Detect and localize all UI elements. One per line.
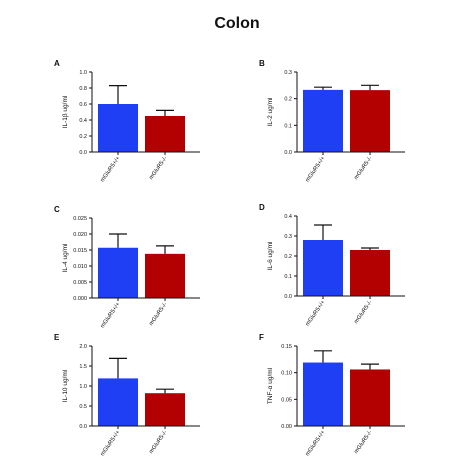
x-tick-label: mGluR5-/- [148,156,168,181]
x-tick-label: mGluR5-/- [148,430,168,455]
y-tick-label: 0.5 [79,404,87,410]
y-tick-label: 1.0 [79,70,87,76]
y-tick-label: 0.8 [79,86,87,92]
y-tick-label: 0.010 [73,264,87,270]
y-tick-label: 1.0 [79,384,87,390]
panel-label-a: A [54,59,60,68]
panel-b: B IL-2 ug/ml 0.0 0.1 0.2 0.3 mGluR5+/+ mGluR5-/… [259,59,405,183]
y-tick-label: 0.00 [281,424,292,430]
figure-title: Colon [214,15,260,32]
x-tick-label: mGluR5+/+ [305,155,327,183]
bar-ko [145,393,185,426]
y-tick-label: 1.5 [79,364,87,370]
x-tick-label: mGluR5-/- [353,300,373,325]
panel-label-b: B [259,59,265,68]
x-tick-label: mGluR5+/+ [100,429,122,457]
panel-d: D IL-6 ug/ml 0.0 0.1 0.2 0.3 0.4 mGluR5+/+ mGluR… [259,203,405,327]
x-tick-label: mGluR5-/- [353,430,373,455]
y-tick-label: 0.0 [79,424,87,430]
y-axis-label: IL-2 ug/ml [267,97,274,126]
y-tick-label: 0.4 [284,214,292,220]
panel-label-f: F [259,333,264,342]
y-tick-label: 0.2 [284,97,292,103]
y-tick-label: 0.1 [284,274,292,280]
panel-c: C IL-4 ug/ml 0.000 0.005 0.010 0.015 0.020 0.02… [54,205,200,329]
panel-a: A IL-1β ug/ml 0.0 0.2 0.4 0.6 0.8 1.0 mGluR5+/+ m… [54,59,200,183]
y-tick-label: 0.2 [79,134,87,140]
y-tick-label: 0.2 [284,254,292,260]
y-tick-label: 2.0 [79,344,87,350]
y-tick-label: 0.10 [281,371,292,377]
y-tick-label: 0.3 [284,234,292,240]
y-axis-label: TNF-α ug/ml [267,367,274,404]
bar-wt [303,89,343,152]
bar-ko [145,116,185,152]
panel-f: F TNF-α ug/ml 0.00 0.05 0.10 0.15 mGluR5+/+ mGl… [259,333,405,457]
y-tick-label: 0.005 [73,280,87,286]
bar-wt [98,247,138,298]
y-tick-label: 0.015 [73,248,87,254]
panel-label-d: D [259,203,265,212]
y-tick-label: 0.020 [73,232,87,238]
bar-ko [350,369,390,426]
y-tick-label: 0.0 [284,294,292,300]
y-axis-label: IL-10 ug/ml [62,369,69,402]
panel-label-c: C [54,205,60,214]
bar-ko [350,90,390,152]
y-tick-label: 0.3 [284,70,292,76]
bar-wt [98,378,138,426]
bar-wt [98,104,138,152]
x-tick-label: mGluR5-/- [353,156,373,181]
y-tick-label: 0.4 [79,118,87,124]
bar-ko [145,253,185,298]
y-axis-label: IL-6 ug/ml [267,241,274,270]
y-tick-label: 0.05 [281,397,292,403]
y-tick-label: 0.0 [284,150,292,156]
y-tick-label: 0.1 [284,123,292,129]
y-axis-label: IL-4 ug/ml [62,243,69,272]
bar-wt [303,240,343,296]
x-tick-label: mGluR5+/+ [100,301,122,329]
x-tick-label: mGluR5-/- [148,302,168,327]
x-tick-label: mGluR5+/+ [305,429,327,457]
y-tick-label: 0.000 [73,296,87,302]
panel-label-e: E [54,333,60,342]
y-tick-label: 0.0 [79,150,87,156]
y-tick-label: 0.6 [79,102,87,108]
x-tick-label: mGluR5+/+ [305,299,327,327]
x-tick-label: mGluR5+/+ [100,155,122,183]
y-tick-label: 0.025 [73,216,87,222]
y-axis-label: IL-1β ug/ml [62,95,69,128]
bar-ko [350,250,390,296]
y-tick-label: 0.15 [281,344,292,350]
bar-wt [303,362,343,426]
panel-e: E IL-10 ug/ml 0.0 0.5 1.0 1.5 2.0 mGluR5+/+ mGlu… [54,333,200,457]
